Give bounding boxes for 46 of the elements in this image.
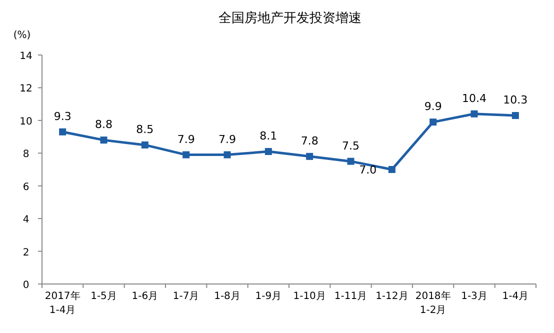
x-tick-label: 1-9月 <box>255 291 282 302</box>
x-tick-label: 1-5月 <box>90 291 117 302</box>
data-label: 10.4 <box>462 92 486 105</box>
point <box>141 141 148 148</box>
point <box>100 136 108 144</box>
x-tick-label: 1-11月 <box>334 291 368 302</box>
y-tick-label: 2 <box>22 247 30 258</box>
data-label: 10.3 <box>503 94 528 107</box>
x-tick-label: 2017年 1-4月 <box>44 290 80 316</box>
data-label: 7.5 <box>342 139 360 152</box>
x-tick-label: 2018年 1-2月 <box>415 290 451 316</box>
x-tick-label: 1-4月 <box>502 291 529 302</box>
point <box>430 118 437 126</box>
y-tick-label: 6 <box>22 182 30 193</box>
y-tick-label: 12 <box>20 84 32 95</box>
x-tick-label: 1-10月 <box>293 291 326 302</box>
point <box>347 158 354 165</box>
point <box>224 151 231 158</box>
point <box>306 152 314 160</box>
point <box>512 112 519 120</box>
chart-title: 全国房地产开发投资增速 <box>218 10 362 26</box>
data-label: 7.9 <box>177 132 195 146</box>
point <box>470 110 478 118</box>
y-axis-title: (%) <box>13 30 31 41</box>
data-label: 8.8 <box>95 118 112 132</box>
x-tick-label: 1-7月 <box>172 291 200 302</box>
data-label: 8.1 <box>260 130 278 143</box>
data-label: 8.5 <box>136 122 154 136</box>
data-label: 7.0 <box>359 164 377 176</box>
x-tick-label: 1-12月 <box>376 291 408 302</box>
data-label: 7.9 <box>218 132 236 146</box>
y-tick-label: 8 <box>22 149 30 160</box>
data-label: 7.8 <box>300 134 318 148</box>
point <box>264 148 272 156</box>
y-tick-label: 4 <box>22 214 30 226</box>
x-tick-label: 1-6月 <box>132 291 158 302</box>
y-tick-label: 10 <box>20 116 32 128</box>
y-tick-label: 0 <box>22 280 30 291</box>
data-label: 9.3 <box>54 110 72 123</box>
y-tick-label: 14 <box>20 51 32 62</box>
point <box>388 166 396 173</box>
x-tick-label: 1-3月 <box>461 291 488 302</box>
x-tick-label: 1-8月 <box>214 291 240 302</box>
point <box>59 128 66 136</box>
data-label: 9.9 <box>424 100 442 114</box>
point <box>182 151 190 158</box>
